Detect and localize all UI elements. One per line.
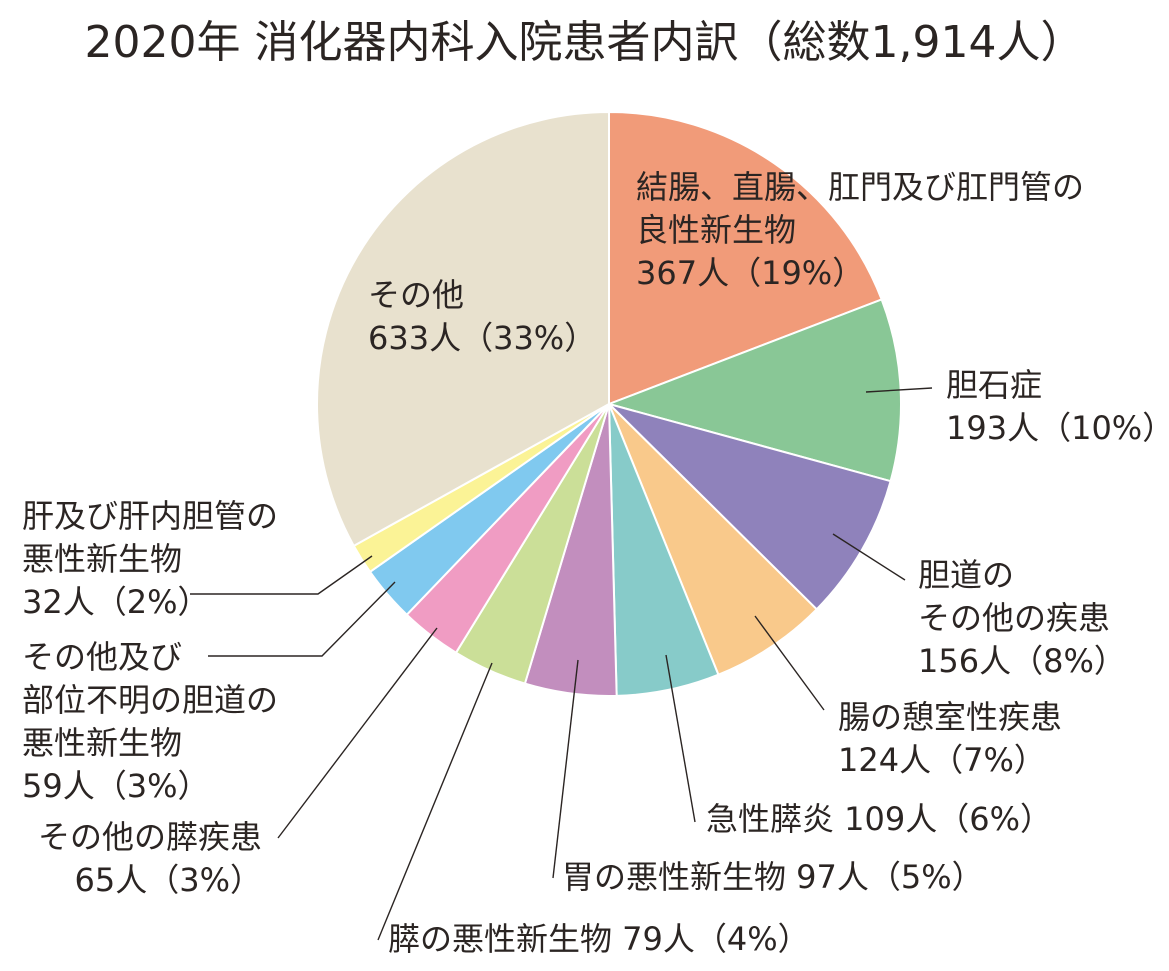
slice-label-line: 32人（2%） (22, 583, 210, 621)
slice-label-line: 悪性新生物 (22, 540, 182, 578)
slice-labels: 結腸、直腸、肛門及び肛門管の良性新生物 367人（19%） 胆石症 193人（10%）… (22, 168, 1169, 958)
pie-slices (316, 110, 902, 697)
leader-lines (190, 387, 933, 941)
slice-label-line: 肝及び肝内胆管の (22, 497, 278, 535)
slice-label-line: 胃の悪性新生物 97人（5%） (562, 858, 984, 896)
slice-label-line: 65人（3%） (75, 861, 263, 899)
pie-slice-4 (608, 403, 819, 677)
slice-label-line: 良性新生物 (636, 211, 796, 249)
slice-label-11: その他 633人（33%） (368, 276, 596, 357)
leader-line-6 (552, 659, 579, 879)
chart-title: 2020年 消化器内科入院患者内訳（総数1,914人） (84, 17, 1085, 68)
slice-label-8: その他の膵疾患 65人（3%） (38, 818, 262, 899)
slice-label-4: 腸の憩室性疾患 124人（7%） (838, 698, 1062, 779)
slice-label-9: その他及び部位不明の胆道の悪性新生物 59人（3%） (22, 638, 278, 805)
slice-label-line: 633人（33%） (368, 319, 596, 357)
slice-label-2: 胆石症 193人（10%） (946, 366, 1169, 447)
slice-label-line: その他及び (22, 638, 182, 676)
slice-label-line: 59人（3%） (22, 767, 210, 805)
leader-line-2 (865, 387, 933, 393)
slice-label-line: 結腸、直腸、肛門及び肛門管の (636, 168, 1084, 206)
leader-line-3 (832, 533, 906, 581)
pie-slice-11 (316, 110, 610, 548)
slice-label-line: 胆道の (918, 556, 1014, 594)
slice-label-10: 肝及び肝内胆管の悪性新生物 32人（2%） (22, 497, 278, 621)
slice-label-6: 胃の悪性新生物 97人（5%） (562, 858, 984, 896)
slice-label-line: 156人（8%） (918, 642, 1126, 680)
leader-line-10 (190, 555, 373, 595)
leader-line-7 (377, 662, 493, 941)
pie-slice-1 (608, 110, 883, 406)
leader-line-8 (277, 627, 438, 839)
slice-label-line: 膵の悪性新生物 79人（4%） (388, 920, 810, 958)
slice-label-7: 膵の悪性新生物 79人（4%） (388, 920, 810, 958)
leader-line-9 (208, 581, 396, 657)
leader-line-4 (754, 615, 825, 711)
slice-label-line: 悪性新生物 (22, 724, 182, 762)
slice-label-line: 急性膵炎 109人（6%） (706, 800, 1052, 838)
slice-label-5: 急性膵炎 109人（6%） (706, 800, 1052, 838)
slice-label-line: 193人（10%） (946, 409, 1169, 447)
slice-label-1: 結腸、直腸、肛門及び肛門管の良性新生物 367人（19%） (636, 168, 1084, 292)
slice-label-line: 部位不明の胆道の (22, 681, 278, 719)
slice-label-line: 胆石症 (946, 366, 1042, 404)
pie-slice-3 (605, 402, 892, 611)
slice-label-3: 胆道のその他の疾患 156人（8%） (918, 556, 1126, 680)
leader-line-5 (665, 654, 696, 823)
slice-label-line: その他の疾患 (918, 599, 1110, 637)
slice-label-line: 367人（19%） (636, 254, 864, 292)
slice-label-line: 腸の憩室性疾患 (838, 698, 1062, 736)
slice-label-line: その他の膵疾患 (38, 818, 262, 856)
slice-label-line: 124人（7%） (838, 741, 1046, 779)
slice-label-line: その他 (368, 276, 464, 314)
